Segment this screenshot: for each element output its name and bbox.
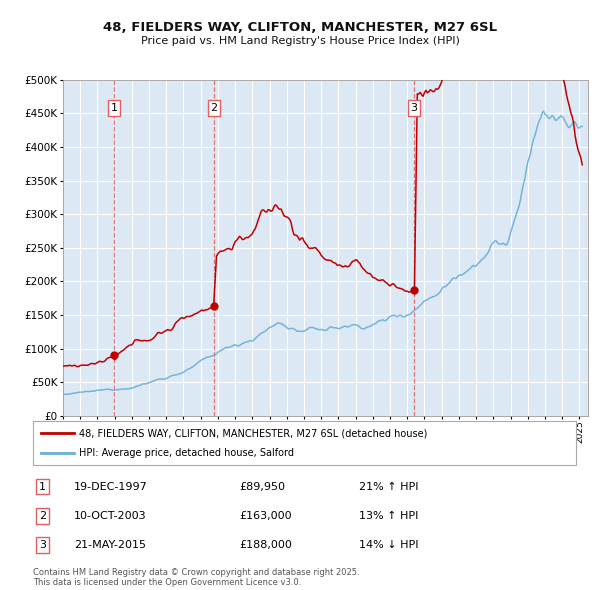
Text: 13% ↑ HPI: 13% ↑ HPI: [359, 511, 418, 521]
Text: 1: 1: [110, 103, 118, 113]
Text: £163,000: £163,000: [239, 511, 292, 521]
Text: 48, FIELDERS WAY, CLIFTON, MANCHESTER, M27 6SL: 48, FIELDERS WAY, CLIFTON, MANCHESTER, M…: [103, 21, 497, 34]
Text: 3: 3: [410, 103, 418, 113]
Text: 10-OCT-2003: 10-OCT-2003: [74, 511, 146, 521]
Text: Price paid vs. HM Land Registry's House Price Index (HPI): Price paid vs. HM Land Registry's House …: [140, 36, 460, 46]
Text: 1: 1: [39, 481, 46, 491]
Text: 48, FIELDERS WAY, CLIFTON, MANCHESTER, M27 6SL (detached house): 48, FIELDERS WAY, CLIFTON, MANCHESTER, M…: [79, 428, 428, 438]
Text: Contains HM Land Registry data © Crown copyright and database right 2025.
This d: Contains HM Land Registry data © Crown c…: [33, 568, 359, 587]
Text: 2: 2: [211, 103, 218, 113]
Text: 21-MAY-2015: 21-MAY-2015: [74, 540, 146, 550]
Text: 2: 2: [39, 511, 46, 521]
Text: £188,000: £188,000: [239, 540, 292, 550]
Text: 3: 3: [39, 540, 46, 550]
Text: 14% ↓ HPI: 14% ↓ HPI: [359, 540, 418, 550]
Text: HPI: Average price, detached house, Salford: HPI: Average price, detached house, Salf…: [79, 448, 294, 457]
Text: 19-DEC-1997: 19-DEC-1997: [74, 481, 148, 491]
Text: 21% ↑ HPI: 21% ↑ HPI: [359, 481, 418, 491]
Text: £89,950: £89,950: [239, 481, 286, 491]
